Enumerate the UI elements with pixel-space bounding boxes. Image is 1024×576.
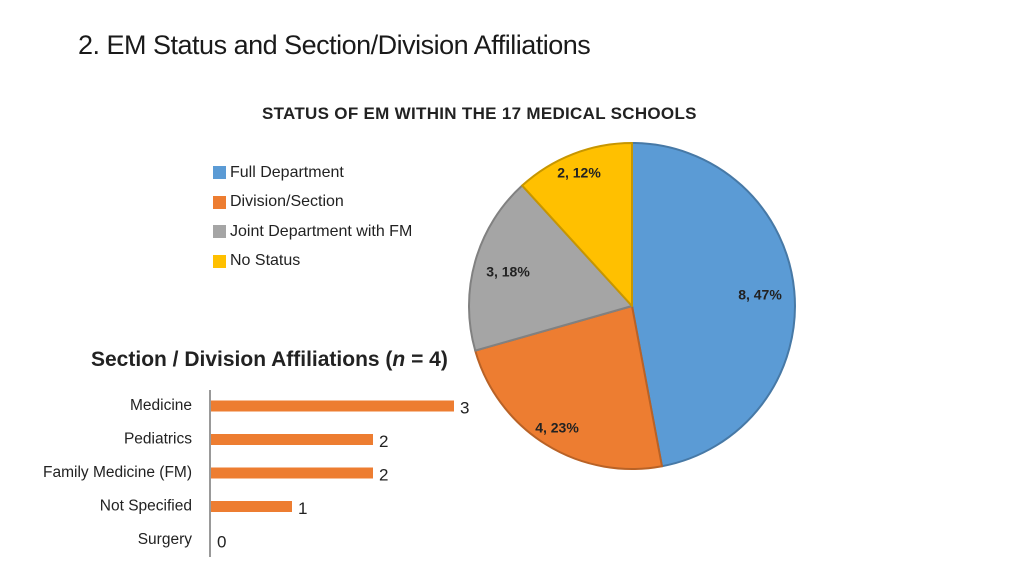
legend-swatch <box>213 225 226 239</box>
bar-category-label-medicine: Medicine <box>130 397 192 414</box>
bar-value-label-family-medicine-fm: 2 <box>379 465 388 484</box>
bar-value-label-not-specified: 1 <box>298 499 307 518</box>
pie-data-label-full-department: 8, 47% <box>738 287 782 303</box>
legend-swatch <box>213 195 226 209</box>
bar-family-medicine-fm <box>211 467 373 479</box>
legend-item-no-status: No Status <box>213 247 412 277</box>
bar-title-suffix: = 4) <box>405 348 448 371</box>
pie-slice-division-section <box>474 305 663 470</box>
legend-item-division-section: Division/Section <box>213 188 412 218</box>
legend-label: No Status <box>230 252 301 270</box>
legend-swatch <box>213 166 226 180</box>
legend-label: Division/Section <box>230 193 344 211</box>
pie-data-label-division-section: 4, 23% <box>535 420 579 436</box>
legend-swatch <box>213 254 226 268</box>
pie-chart-title: STATUS OF EM WITHIN THE 17 MEDICAL SCHOO… <box>262 104 697 123</box>
bar-value-label-medicine: 3 <box>460 398 469 417</box>
pie-legend: Full Department Division/Section Joint Dep… <box>213 158 412 276</box>
pie-data-label-no-status: 2, 12% <box>557 165 601 181</box>
legend-label: Joint Department with FM <box>230 222 413 240</box>
legend-label: Full Department <box>230 163 344 181</box>
bar-chart-title: Section / Division Affiliations (n = 4) <box>91 348 448 372</box>
bar-value-label-pediatrics: 2 <box>379 432 388 451</box>
pie-slice-joint-department-with-fm <box>468 184 633 352</box>
bar-not-specified <box>211 501 292 512</box>
bar-category-label-pediatrics: Pediatrics <box>124 431 192 448</box>
bar-category-label-not-specified: Not Specified <box>100 498 192 515</box>
bar-category-label-surgery: Surgery <box>138 531 193 548</box>
pie-data-label-joint-department-with-fm: 3, 18% <box>486 264 530 280</box>
legend-item-full-department: Full Department <box>213 158 412 188</box>
bar-value-label-surgery: 0 <box>217 532 226 551</box>
bar-category-label-family-medicine-fm: Family Medicine (FM) <box>43 464 192 481</box>
legend-item-joint-department-with-fm: Joint Department with FM <box>213 217 412 247</box>
pie-slice-full-department <box>631 142 796 468</box>
bar-medicine <box>211 400 454 412</box>
bar-pediatrics <box>211 434 373 445</box>
bar-title-prefix: Section / Division Affiliations ( <box>91 348 393 371</box>
pie-slice-no-status <box>521 142 633 307</box>
slide-title: 2. EM Status and Section/Division Affili… <box>78 30 591 60</box>
bar-title-n: n <box>392 348 406 371</box>
